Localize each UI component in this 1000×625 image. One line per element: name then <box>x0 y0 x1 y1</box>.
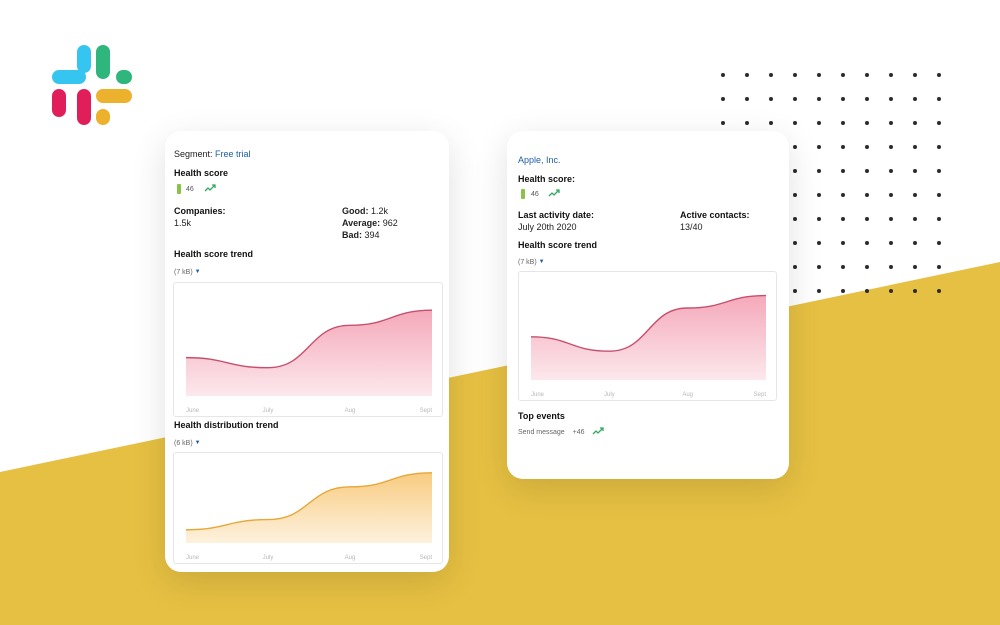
x-tick-label: June <box>186 555 200 561</box>
trend-up-icon <box>548 189 560 197</box>
x-tick-label: Sept <box>754 392 767 398</box>
top-events-title: Top events <box>518 411 565 421</box>
trend-size-dropdown[interactable]: (7 kB) ▼ <box>518 259 545 266</box>
trend-size-label: (7 kB) <box>174 269 193 276</box>
company-health-score-trend-chart: June July Aug Sept <box>518 271 777 401</box>
chevron-down-icon: ▼ <box>194 269 201 275</box>
segment-label: Segment: <box>174 149 213 159</box>
bad-label: Bad: <box>342 230 362 240</box>
x-tick-label: Aug <box>345 555 356 561</box>
x-tick-label: Aug <box>682 392 693 398</box>
x-tick-label: June <box>531 392 545 398</box>
good-value: 1.2k <box>371 206 389 216</box>
good-label: Good: <box>342 206 369 216</box>
yellow-band <box>0 262 1000 625</box>
area-fill <box>531 295 766 380</box>
health-score-trend-title: Health score trend <box>174 249 254 259</box>
bad-value: 394 <box>364 230 380 240</box>
bad-row: Bad: 394 <box>342 230 380 240</box>
x-tick-label: July <box>263 555 274 561</box>
health-score-label: Health score: <box>518 174 576 184</box>
chevron-down-icon: ▼ <box>538 259 545 265</box>
series-line <box>185 472 433 531</box>
active-contacts-value: 13/40 <box>680 222 703 232</box>
active-contacts-label: Active contacts: <box>680 210 750 220</box>
health-score-value: 46 <box>186 186 194 193</box>
x-tick-label: Aug <box>345 408 356 414</box>
health-distribution-trend-title: Health distribution trend <box>174 420 279 430</box>
segment-link[interactable]: Free trial <box>215 149 251 159</box>
area-fill <box>186 310 432 396</box>
segment-card: Segment: Free trial Health score 46 Comp… <box>165 131 449 572</box>
chart-svg: June July Aug Sept <box>530 294 767 398</box>
area-fill <box>186 472 432 543</box>
segment-label-row: Segment: Free trial <box>174 149 251 159</box>
event-row: Send message +46 <box>518 429 585 436</box>
company-card: Apple, Inc. Health score: 46 Last activi… <box>507 131 789 479</box>
companies-label: Companies: <box>174 206 226 216</box>
last-activity-label: Last activity date: <box>518 210 595 220</box>
average-row: Average: 962 <box>342 218 398 228</box>
health-score-label: Health score <box>174 168 229 178</box>
health-score-bar <box>521 189 525 199</box>
health-score-value: 46 <box>531 191 539 198</box>
trend-size-label: (7 kB) <box>518 259 537 266</box>
trend-up-icon <box>592 427 604 435</box>
health-distribution-trend-chart: June July Aug Sept <box>173 452 443 564</box>
x-tick-label: July <box>604 392 615 398</box>
health-score-trend-chart: June July Aug Sept <box>173 282 443 417</box>
health-score-trend-title: Health score trend <box>518 240 598 250</box>
chart-svg: June July Aug Sept <box>185 309 433 414</box>
companies-value: 1.5k <box>174 218 192 228</box>
distribution-size-dropdown[interactable]: (6 kB) ▼ <box>174 440 201 447</box>
good-row: Good: 1.2k <box>342 206 388 216</box>
average-label: Average: <box>342 218 381 228</box>
company-name-link[interactable]: Apple, Inc. <box>518 155 561 165</box>
x-tick-label: July <box>263 408 274 414</box>
slack-logo-icon <box>52 45 132 125</box>
health-score-bar <box>177 184 181 194</box>
series-line <box>185 309 433 369</box>
chevron-down-icon: ▼ <box>194 440 201 446</box>
average-value: 962 <box>382 218 398 228</box>
trend-up-icon <box>204 184 216 192</box>
x-tick-label: Sept <box>420 408 433 414</box>
event-name: Send message <box>518 429 565 436</box>
last-activity-value: July 20th 2020 <box>518 222 577 232</box>
x-tick-label: June <box>186 408 200 414</box>
trend-size-dropdown[interactable]: (7 kB) ▼ <box>174 269 201 276</box>
chart-svg: June July Aug Sept <box>185 472 433 561</box>
distribution-size-label: (6 kB) <box>174 440 193 447</box>
event-value: +46 <box>572 429 585 436</box>
x-tick-label: Sept <box>420 555 433 561</box>
series-line <box>530 294 767 352</box>
